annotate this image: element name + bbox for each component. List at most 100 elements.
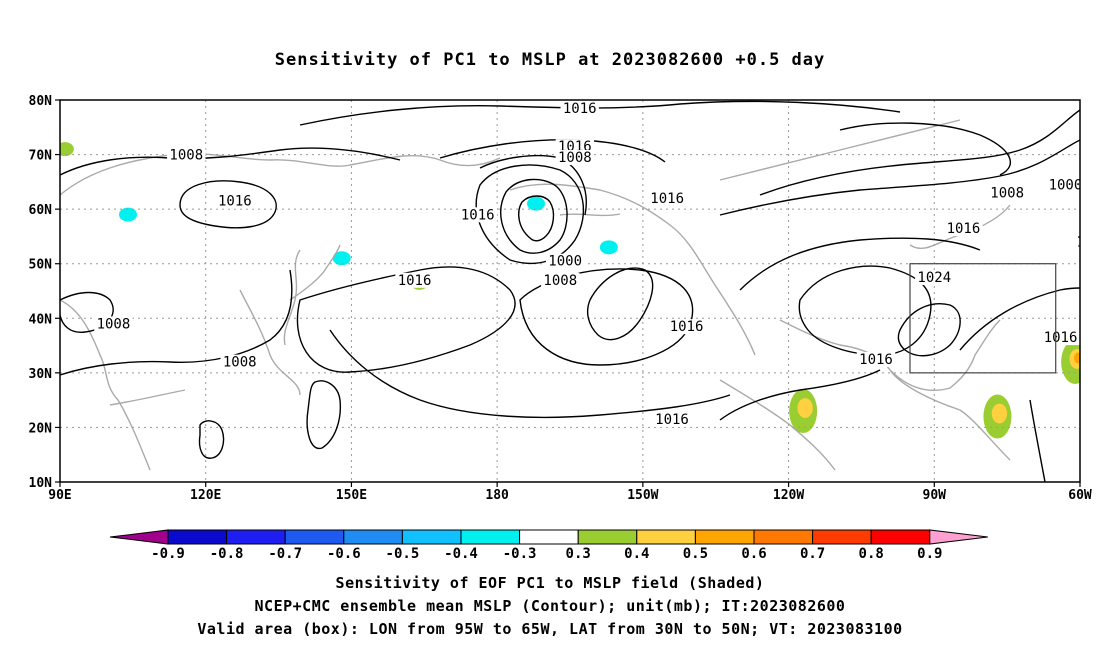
caption-shading: Sensitivity of EOF PC1 to MSLP field (Sh… [335, 574, 765, 592]
contour-1016-greenland [839, 122, 1012, 176]
contour-label: 1008 [990, 186, 1024, 202]
contour-label-bg [647, 190, 687, 206]
contour-label-bg [555, 150, 595, 166]
colorbar-label: -0.3 [503, 546, 537, 562]
contour-label: 1016 [655, 412, 689, 428]
lon-tick-label: 120E [190, 488, 221, 503]
contour-label-bg [560, 100, 599, 116]
page-title: Sensitivity of PC1 to MSLP at 2023082600… [274, 50, 826, 70]
contour-label-layer: 1016 1016 1008 1008 1016 1016 1016 1000 1008 1016… [94, 100, 1093, 428]
mslp-contour-layer [60, 100, 1080, 482]
sensitivity-blob-negative [332, 251, 351, 266]
colorbar-swatch [636, 529, 696, 545]
contour-label: 10 [1076, 235, 1093, 251]
colorbar-label: -0.7 [268, 546, 302, 562]
colorbar-label: -0.9 [151, 546, 185, 562]
contour-label-bg [856, 351, 896, 367]
lat-tick-label: 80N [29, 94, 53, 109]
sensitivity-blob-core [797, 398, 813, 418]
lon-tick-label: 60W [1068, 488, 1092, 503]
contour-label: 1008 [97, 316, 131, 332]
contour-1024-high [798, 265, 932, 356]
contour-1016-atlantic [959, 287, 1080, 351]
colorbar-label: 0.3 [566, 546, 591, 562]
sensitivity-blob-negative [527, 196, 545, 211]
contour-low-ring-3 [518, 195, 555, 242]
map-panel: 1016 1016 1008 1008 1016 1016 1016 1000 1008 1016… [29, 94, 1093, 503]
coastline-asia-east [60, 152, 501, 471]
colorbar-label: 0.5 [683, 546, 708, 562]
lon-tick-label: 90W [923, 488, 947, 503]
colorbar-label: 0.8 [859, 546, 884, 562]
contour-label: 1008 [543, 273, 577, 289]
caption-contour: NCEP+CMC ensemble mean MSLP (Contour); u… [254, 597, 846, 615]
colorbar-swatch [519, 529, 579, 545]
contour-label: 1000 [548, 254, 582, 270]
lon-tick-label: 120W [773, 488, 804, 503]
contour-label-bg [545, 253, 585, 269]
caption-valid-area: Valid area (box): LON from 95W to 65W, L… [197, 620, 903, 638]
colorbar-swatch [284, 529, 345, 545]
contour-label: 1000 [1049, 177, 1083, 193]
colorbar-label: 0.9 [917, 546, 942, 562]
contour-label: 1016 [947, 221, 981, 237]
contour-label-bg [667, 319, 706, 335]
lon-tick-label: 150E [336, 488, 367, 503]
contour-label-bg [94, 316, 133, 332]
coastline-japan [289, 244, 341, 301]
contour-label: 1016 [563, 101, 597, 117]
contour-label-bg [458, 207, 497, 223]
colorbar-swatch [812, 529, 872, 545]
contour-1008-canada [719, 139, 1080, 216]
lat-tick-label: 60N [29, 203, 53, 218]
colorbar-label: -0.6 [327, 546, 361, 562]
contour-label: 1016 [670, 319, 704, 335]
contour-low-ring-2 [500, 178, 568, 254]
colorbar-high-triangle [929, 529, 988, 545]
colorbar-swatch [460, 529, 521, 545]
contour-1008-asia [60, 269, 293, 376]
contour-1016-pacific-south [329, 329, 731, 419]
colorbar-label: -0.8 [210, 546, 244, 562]
colorbar-label: 0.4 [624, 546, 649, 562]
contour-label: 1016 [650, 191, 684, 207]
lat-tick-label: 50N [29, 258, 53, 273]
contour-small-high-sea [198, 420, 225, 459]
contour-1016-gulf [719, 369, 881, 421]
lat-tick-label: 30N [29, 367, 53, 382]
coastline-north-america [719, 119, 1011, 471]
coastline-layer [60, 119, 1011, 471]
colorbar-swatch [343, 529, 403, 545]
lat-tick-label: 40N [29, 312, 53, 327]
colorbar-swatch [226, 529, 286, 545]
colorbar-swatch [167, 529, 228, 545]
lon-tick-label: 150W [627, 488, 658, 503]
colorbar-label: -0.4 [444, 546, 478, 562]
contour-label-bg [915, 270, 954, 286]
contour-label: 1024 [917, 270, 951, 286]
lat-tick-label: 70N [29, 149, 53, 164]
sensitivity-blob-negative [119, 207, 137, 222]
contour-label-bg [1041, 330, 1080, 346]
colorbar-swatch [870, 529, 931, 545]
contour-label-bg [215, 193, 255, 209]
colorbar-swatch [401, 529, 462, 545]
contour-1024-inner [897, 303, 961, 357]
colorbar-swatch [694, 529, 755, 545]
contour-1016-ridge-core [586, 267, 654, 341]
contour-label-bg [987, 185, 1027, 201]
contour-label-bg [1074, 234, 1080, 250]
sensitivity-blob-core [991, 403, 1008, 424]
contour-label: 1008 [223, 355, 257, 371]
contour-1016-west-ring [179, 180, 277, 229]
lon-tick-label: 180 [485, 488, 509, 503]
contour-south-trough [1029, 399, 1046, 482]
sensitivity-blob-peak [1073, 352, 1080, 364]
colorbar-label: 0.7 [800, 546, 825, 562]
contour-label: 1016 [461, 207, 495, 223]
contour-label-bg [944, 220, 983, 236]
contour-label-bg [395, 272, 434, 288]
contour-label-bg [167, 147, 206, 163]
